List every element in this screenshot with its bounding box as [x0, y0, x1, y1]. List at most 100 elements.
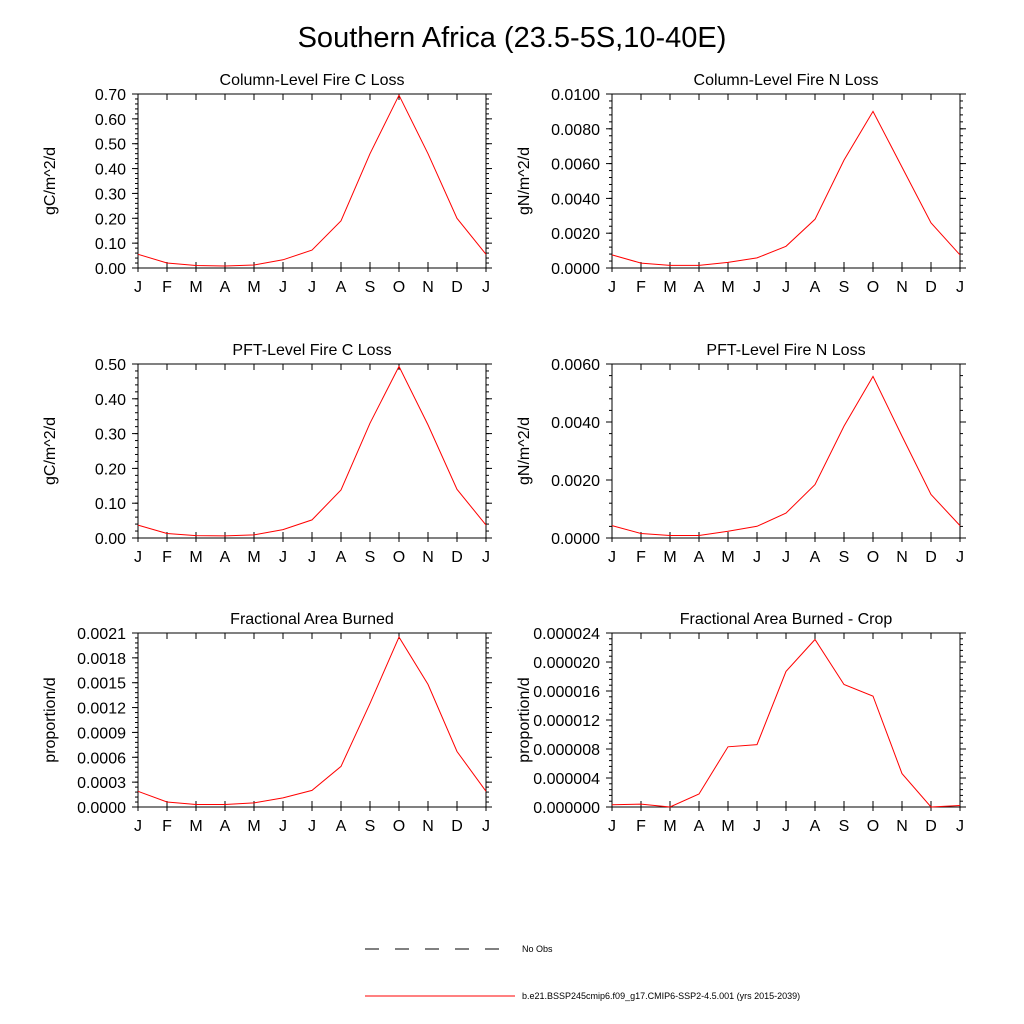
x-tick-label: N	[422, 279, 434, 296]
y-tick-label: 0.10	[95, 236, 126, 253]
series-line	[611, 638, 961, 808]
x-tick-label: A	[694, 818, 705, 835]
chart-title: Column-Level Fire N Loss	[694, 72, 879, 89]
x-tick-label: O	[393, 818, 405, 835]
x-tick-label: J	[608, 818, 616, 835]
plot-frame	[137, 93, 487, 269]
x-tick-label: F	[636, 279, 646, 296]
x-tick-label: F	[162, 818, 172, 835]
y-tick-label: 0.0020	[551, 473, 600, 490]
y-tick-label: 0.20	[95, 461, 126, 478]
y-tick-label: 0.00	[95, 261, 126, 278]
y-tick-label: 0.0000	[551, 531, 600, 548]
x-tick-label: D	[451, 279, 463, 296]
x-tick-label: M	[663, 279, 676, 296]
x-tick-label: J	[782, 549, 790, 566]
x-tick-label: A	[336, 549, 347, 566]
y-tick-label: 0.0060	[551, 157, 600, 174]
x-tick-label: O	[393, 549, 405, 566]
plot-frame	[611, 363, 961, 539]
series-line	[137, 365, 487, 537]
plot-frame	[137, 363, 487, 539]
y-tick-label: 0.60	[95, 112, 126, 129]
y-tick-label: 0.000020	[533, 655, 600, 672]
x-tick-label: M	[721, 818, 734, 835]
x-tick-label: J	[956, 549, 964, 566]
x-tick-label: J	[308, 549, 316, 566]
x-tick-label: S	[839, 279, 850, 296]
x-tick-label: F	[636, 818, 646, 835]
x-tick-label: J	[482, 818, 490, 835]
y-tick-label: 0.0000	[77, 800, 126, 817]
x-tick-label: M	[721, 549, 734, 566]
chart-title: PFT-Level Fire N Loss	[706, 342, 865, 359]
series-line	[611, 110, 961, 266]
x-tick-label: A	[336, 279, 347, 296]
x-tick-label: J	[753, 279, 761, 296]
y-tick-label: 0.0015	[77, 676, 126, 693]
y-axis-label: gC/m^2/d	[42, 147, 59, 215]
y-axis-label: proportion/d	[42, 677, 59, 762]
x-tick-label: M	[189, 549, 202, 566]
y-tick-label: 0.40	[95, 392, 126, 409]
x-tick-label: J	[753, 818, 761, 835]
y-tick-label: 0.0100	[551, 87, 600, 104]
chart-title: Fractional Area Burned	[230, 611, 394, 628]
y-axis-label: gN/m^2/d	[516, 417, 533, 485]
y-axis-label: proportion/d	[516, 677, 533, 762]
y-tick-label: 0.0003	[77, 775, 126, 792]
x-tick-label: S	[365, 549, 376, 566]
x-tick-label: J	[134, 549, 142, 566]
x-tick-label: M	[247, 549, 260, 566]
x-tick-label: N	[896, 279, 908, 296]
y-tick-label: 0.000004	[533, 771, 600, 788]
x-tick-label: M	[189, 818, 202, 835]
y-tick-label: 0.000024	[533, 626, 600, 643]
x-tick-label: M	[189, 279, 202, 296]
x-tick-label: A	[694, 279, 705, 296]
x-tick-label: M	[721, 279, 734, 296]
x-tick-label: J	[134, 279, 142, 296]
y-tick-label: 0.0006	[77, 750, 126, 767]
y-tick-label: 0.0040	[551, 415, 600, 432]
x-tick-label: D	[925, 279, 937, 296]
x-tick-label: A	[220, 818, 231, 835]
y-tick-label: 0.0012	[77, 701, 126, 718]
y-tick-label: 0.50	[95, 137, 126, 154]
plot-frame	[611, 93, 961, 269]
plot-frame	[137, 632, 487, 808]
x-tick-label: J	[308, 818, 316, 835]
x-tick-label: A	[220, 549, 231, 566]
x-tick-label: F	[636, 549, 646, 566]
x-tick-label: D	[451, 549, 463, 566]
x-tick-label: J	[956, 818, 964, 835]
x-tick-label: A	[336, 818, 347, 835]
x-tick-label: S	[365, 818, 376, 835]
x-tick-label: N	[422, 549, 434, 566]
y-tick-label: 0.50	[95, 357, 126, 374]
x-tick-label: N	[896, 549, 908, 566]
x-tick-label: A	[810, 818, 821, 835]
figure-title: Southern Africa (23.5-5S,10-40E)	[297, 22, 727, 54]
x-tick-label: J	[279, 818, 287, 835]
y-axis-label: gC/m^2/d	[42, 417, 59, 485]
y-tick-label: 0.0021	[77, 626, 126, 643]
x-tick-label: M	[247, 279, 260, 296]
x-tick-label: J	[782, 818, 790, 835]
y-tick-label: 0.0018	[77, 651, 126, 668]
y-tick-label: 0.000016	[533, 684, 600, 701]
x-tick-label: F	[162, 549, 172, 566]
x-tick-label: S	[365, 279, 376, 296]
y-tick-label: 0.0080	[551, 122, 600, 139]
x-tick-label: D	[925, 549, 937, 566]
x-tick-label: A	[694, 549, 705, 566]
y-tick-label: 0.0020	[551, 226, 600, 243]
series-line	[611, 375, 961, 536]
chart-title: Column-Level Fire C Loss	[220, 72, 405, 89]
y-tick-label: 0.20	[95, 211, 126, 228]
x-tick-label: N	[896, 818, 908, 835]
